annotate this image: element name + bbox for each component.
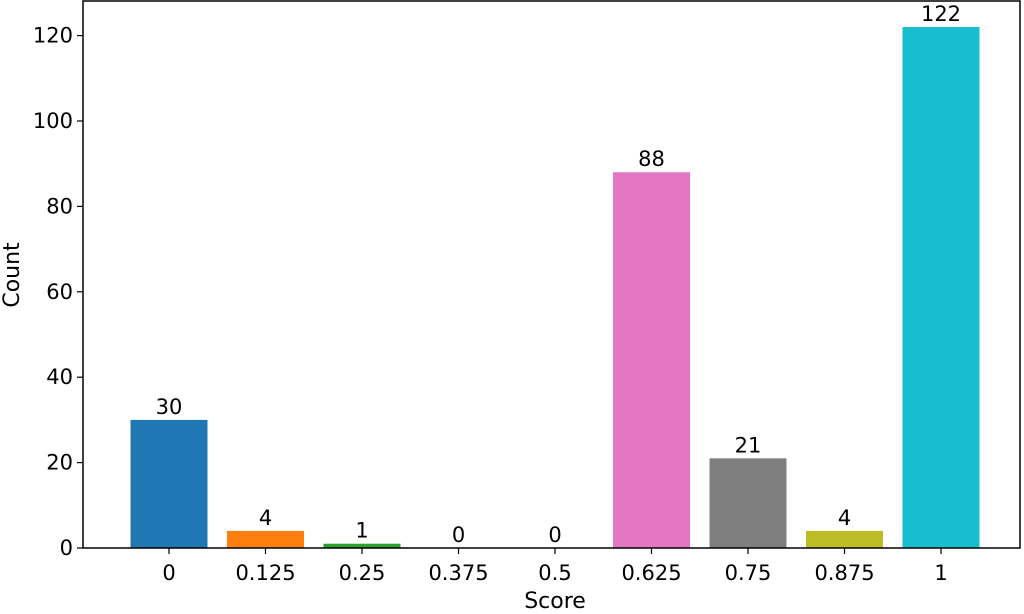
data-label-0.125: 4 <box>259 506 272 530</box>
x-tick-label-0: 0 <box>162 561 175 585</box>
y-tick-label-0: 0 <box>60 536 73 560</box>
x-tick-label-0.125: 0.125 <box>235 561 295 585</box>
y-tick-label-120: 120 <box>33 24 73 48</box>
y-tick-label-20: 20 <box>46 451 73 475</box>
x-tick-label-0.75: 0.75 <box>725 561 772 585</box>
y-axis-label: Count <box>0 242 25 308</box>
x-tick-label-0.5: 0.5 <box>538 561 571 585</box>
x-tick-label-0.25: 0.25 <box>339 561 386 585</box>
data-label-0.5: 0 <box>548 523 561 547</box>
bar-1 <box>902 27 980 549</box>
x-tick-label-1: 1 <box>934 561 947 585</box>
data-label-0.625: 88 <box>638 147 665 171</box>
y-axis-ticks: 0 20 40 60 80 100 120 <box>33 24 83 560</box>
bars-layer <box>130 27 980 549</box>
data-labels-layer: 30 4 1 0 0 88 21 4 122 <box>156 2 961 547</box>
x-axis-ticks: 0 0.125 0.25 0.375 0.5 0.625 0.75 0.875 1 <box>162 548 948 585</box>
bar-0.125 <box>227 530 304 548</box>
y-tick-label-100: 100 <box>33 109 73 133</box>
x-tick-label-0.875: 0.875 <box>814 561 874 585</box>
bar-0.25 <box>323 543 401 548</box>
y-tick-label-60: 60 <box>46 280 73 304</box>
data-label-0.25: 1 <box>355 519 368 543</box>
x-tick-label-0.625: 0.625 <box>621 561 681 585</box>
bar-0 <box>130 419 208 548</box>
data-label-0.875: 4 <box>838 506 851 530</box>
data-label-0: 30 <box>156 395 183 419</box>
data-label-1: 122 <box>921 2 961 26</box>
plot-frame <box>82 0 1021 549</box>
data-label-0.375: 0 <box>452 523 465 547</box>
y-tick-label-40: 40 <box>46 365 73 389</box>
bar-0.875 <box>806 530 883 548</box>
x-tick-label-0.375: 0.375 <box>428 561 488 585</box>
data-label-0.75: 21 <box>735 433 762 457</box>
bar-0.75 <box>709 458 787 548</box>
y-tick-label-80: 80 <box>46 194 73 218</box>
bar-0.625 <box>613 172 690 548</box>
x-axis-label: Score <box>524 589 586 609</box>
